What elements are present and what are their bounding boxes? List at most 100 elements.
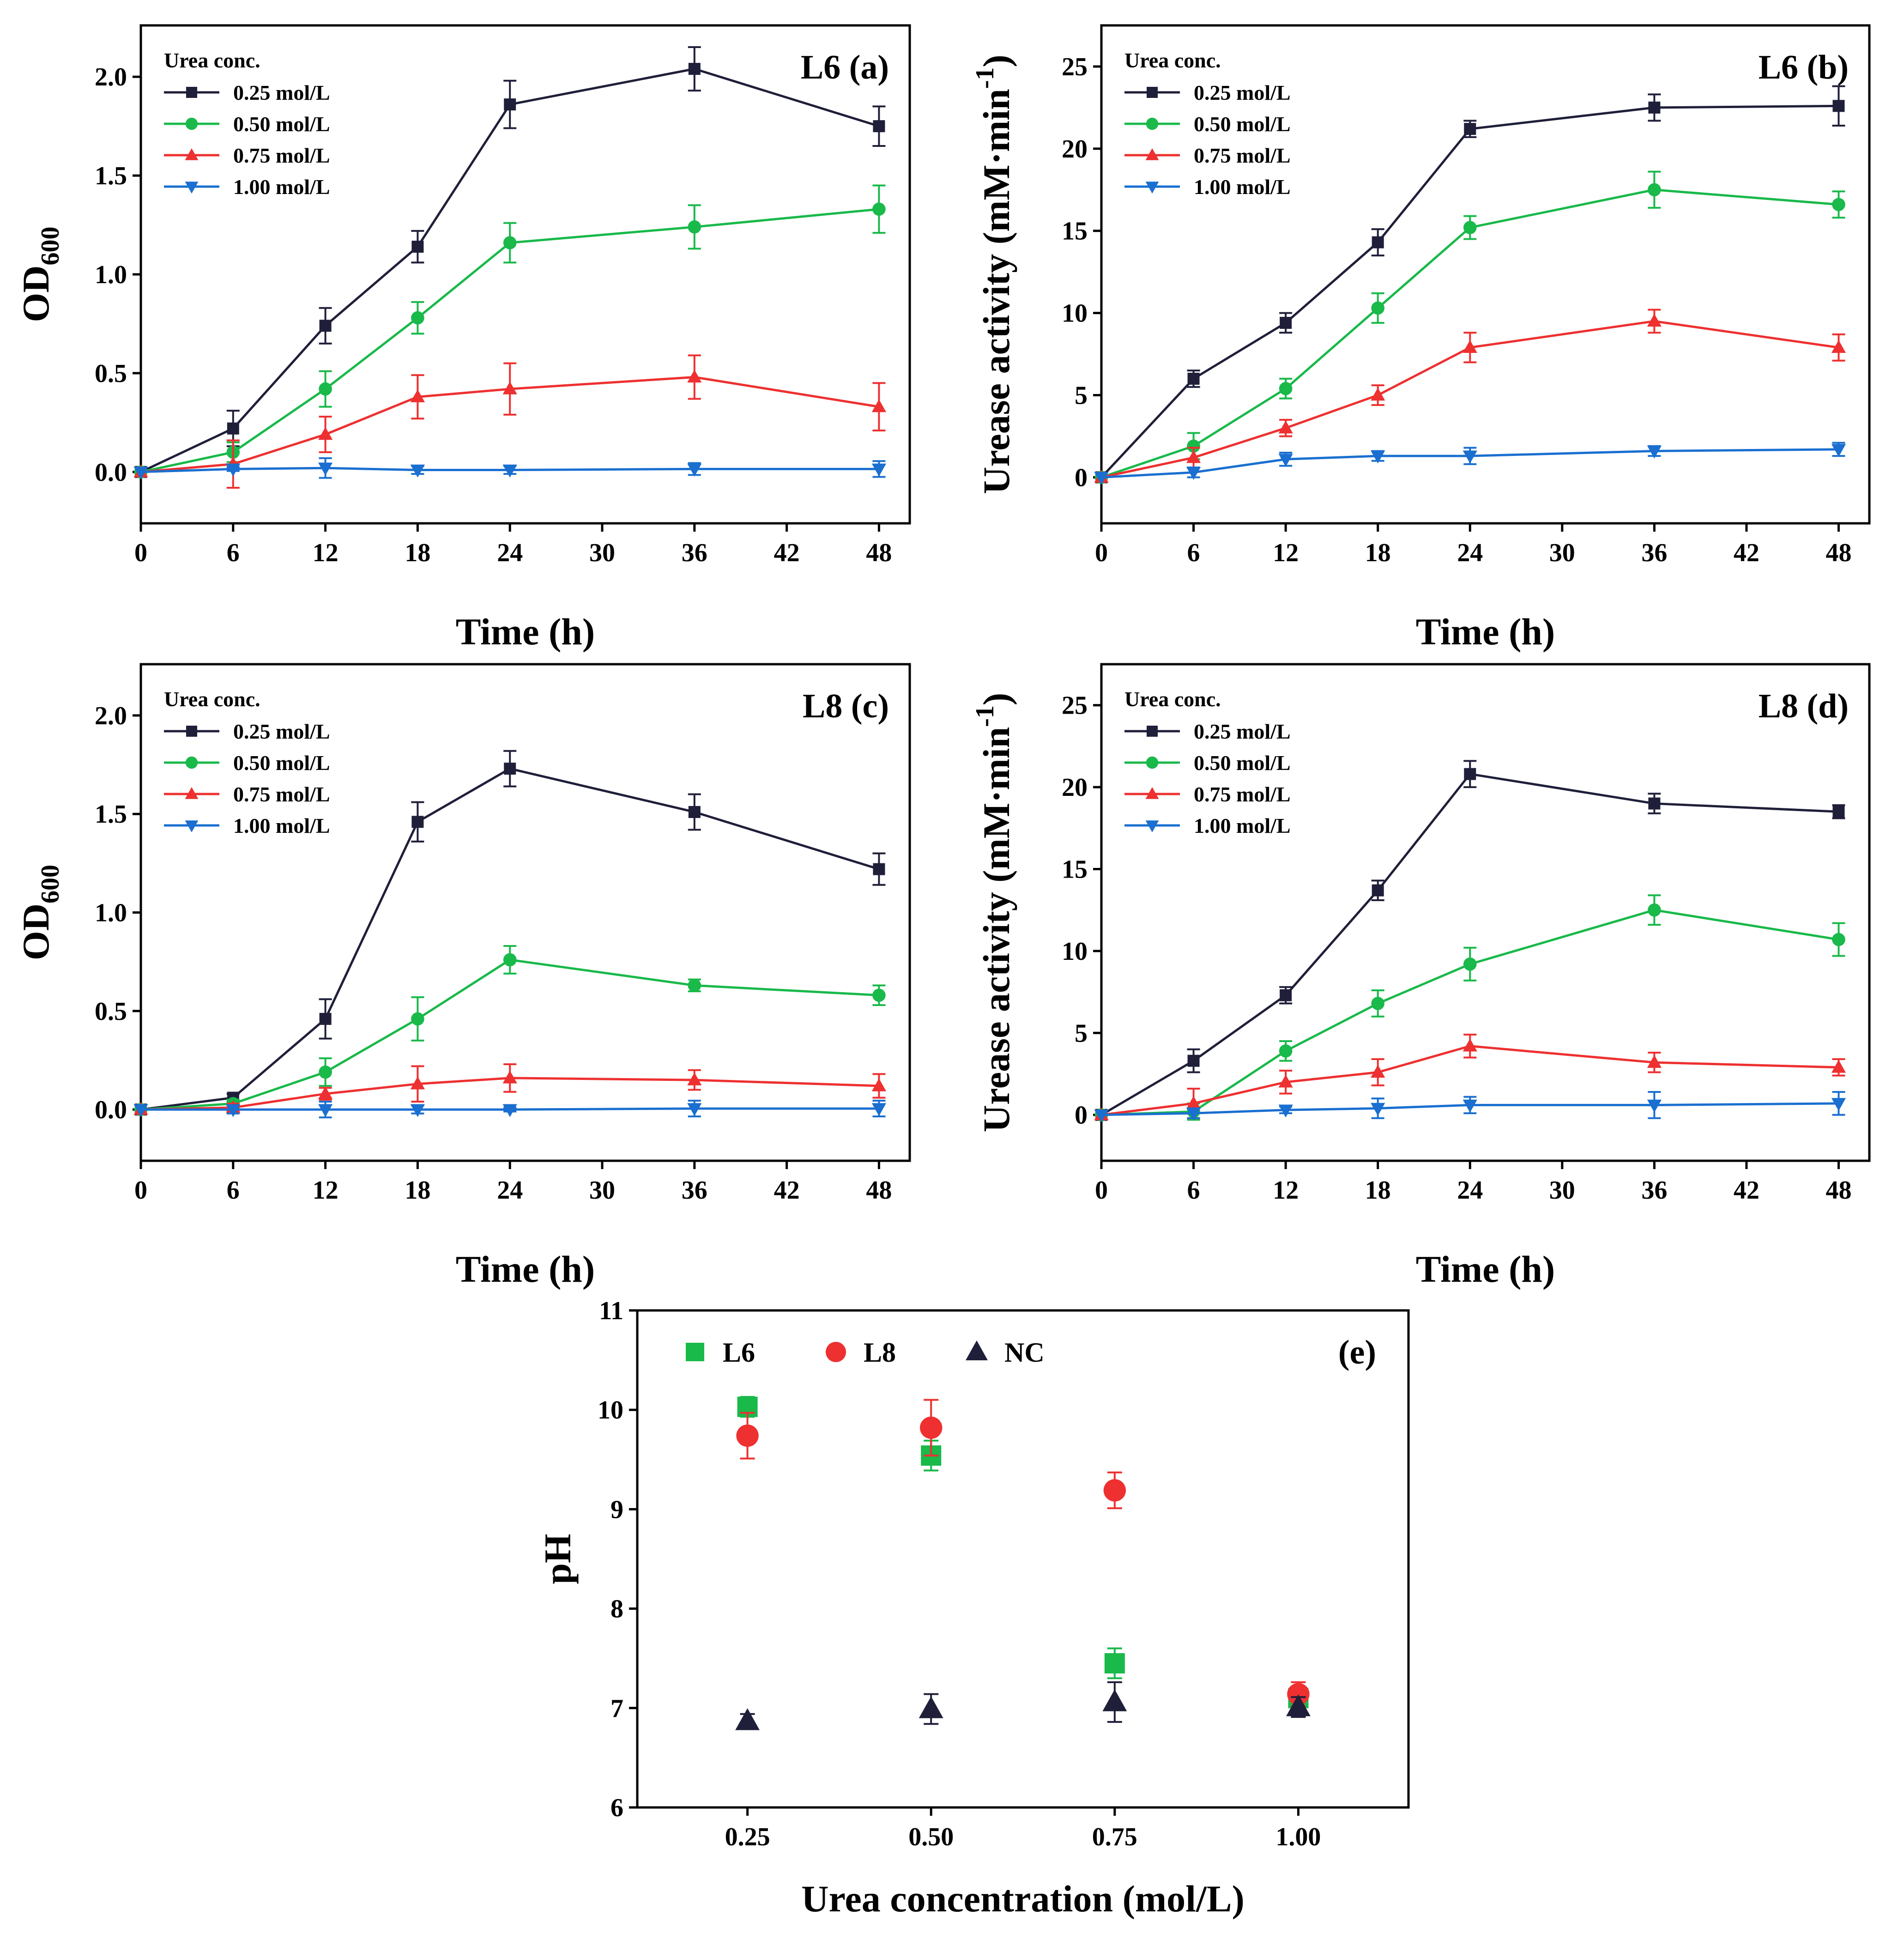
y-tick-label: 0 (1075, 1101, 1088, 1130)
data-point (1371, 1065, 1385, 1078)
legend-label: 1.00 mol/L (1194, 814, 1291, 837)
data-point (1371, 388, 1385, 401)
data-point (1463, 1099, 1477, 1113)
data-point (504, 763, 516, 775)
x-tick-label: 24 (1457, 1176, 1483, 1205)
data-point (1463, 450, 1477, 464)
y-tick-label: 15 (1062, 217, 1088, 246)
data-point (1371, 1103, 1385, 1116)
series-1-00-mol-L (1094, 442, 1846, 485)
legend-label: 1.00 mol/L (233, 814, 330, 837)
y-tick-label: 1.5 (95, 162, 127, 190)
x-tick-label: 24 (1457, 539, 1483, 567)
data-point (1278, 1104, 1293, 1118)
x-tick-label: 0 (134, 1176, 147, 1205)
data-point (318, 1104, 333, 1117)
x-tick-label: 6 (227, 1176, 240, 1205)
data-point (1463, 340, 1477, 353)
y-tick-label: 0 (1075, 463, 1088, 492)
data-point (1278, 454, 1293, 467)
x-tick-label: 30 (1549, 1176, 1575, 1205)
y-tick-label: 0.0 (95, 1096, 127, 1124)
data-point (1464, 768, 1476, 780)
data-point (919, 1416, 943, 1439)
x-tick-label: 42 (1734, 1176, 1759, 1205)
data-point (1371, 997, 1384, 1010)
data-point (687, 370, 702, 383)
legend-marker (186, 87, 197, 98)
x-tick-label: 1.00 (1275, 1823, 1321, 1851)
panel-b: 0 6 12 18 24 30 36 42 48 0 5 10 15 20 25 Time (h) Urease… (971, 24, 1871, 653)
data-point (502, 381, 517, 394)
x-tick-label: 18 (405, 1176, 430, 1205)
data-point (1648, 101, 1661, 114)
data-point (411, 1012, 424, 1026)
legend-label: L8 (864, 1337, 896, 1368)
series-NC (735, 1681, 1311, 1730)
legend-label: L6 (723, 1337, 755, 1368)
data-point (1187, 372, 1200, 385)
x-tick-label: 0 (134, 539, 147, 567)
y-tick-label: 0.5 (95, 359, 127, 388)
legend-marker (1146, 756, 1159, 769)
panel-d: 0 6 12 18 24 30 36 42 48 0 5 10 15 20 25 Time (h) Urease… (971, 663, 1871, 1290)
x-tick-label: 48 (866, 1176, 892, 1205)
data-point (1372, 236, 1384, 249)
series-0-25-mol-L (135, 46, 886, 478)
data-point (688, 63, 701, 75)
panel-label: L6 (b) (1759, 49, 1849, 86)
data-point (1371, 450, 1385, 464)
x-tick-label: 0.25 (725, 1823, 770, 1851)
data-point (133, 1104, 148, 1117)
data-point (226, 463, 241, 477)
y-axis-title: pH (537, 1534, 579, 1584)
legend-marker (1147, 87, 1158, 98)
legend-marker (1145, 820, 1159, 832)
x-tick-label: 12 (1273, 539, 1299, 567)
data-point (502, 1104, 517, 1117)
x-tick-label: 6 (227, 539, 240, 567)
data-point (871, 1103, 886, 1116)
data-point (411, 241, 424, 253)
data-point (688, 979, 701, 992)
data-point (1647, 1055, 1662, 1068)
data-point (735, 1708, 760, 1730)
legend-label: 0.25 mol/L (1194, 720, 1291, 743)
panel-c: 0 6 12 18 24 30 36 42 48 0.0 0.5 1.0 1.5 2.0 Time (h) O… (15, 663, 911, 1290)
data-point (1186, 467, 1201, 480)
legend-marker (185, 787, 199, 799)
series-1-00-mol-L (1094, 1091, 1846, 1122)
y-tick-label: 9 (610, 1495, 623, 1524)
data-point (1463, 1038, 1477, 1052)
legend-label: 0.25 mol/L (1194, 81, 1291, 104)
data-point (1647, 1099, 1662, 1113)
data-point (872, 988, 886, 1002)
legend-title: Urea conc. (164, 49, 260, 72)
data-point (410, 1104, 425, 1117)
data-point (871, 463, 886, 477)
x-tick-label: 42 (774, 539, 800, 567)
x-tick-label: 36 (682, 539, 707, 567)
x-tick-label: 18 (1365, 1176, 1391, 1205)
series-0-25-mol-L (1095, 85, 1845, 484)
data-point (226, 1104, 241, 1117)
legend-marker (185, 820, 199, 832)
x-axis-title: Time (h) (1416, 611, 1555, 653)
data-point (736, 1424, 759, 1447)
legend-label: 1.00 mol/L (233, 175, 330, 199)
y-tick-label: 1.0 (95, 261, 127, 289)
data-point (410, 389, 425, 402)
data-point (1280, 316, 1292, 329)
data-point (1647, 314, 1662, 327)
x-axis-title: Time (h) (456, 1248, 595, 1290)
x-axis-title: Urea concentration (mol/L) (801, 1878, 1245, 1920)
legend-label: 0.75 mol/L (233, 144, 330, 167)
y-tick-label: 1.0 (95, 899, 127, 928)
legend-marker (826, 1342, 846, 1362)
data-point (318, 427, 333, 440)
y-tick-label: 25 (1062, 691, 1088, 720)
x-tick-label: 0.75 (1092, 1823, 1137, 1851)
series-1-00-mol-L (133, 457, 886, 480)
data-point (1094, 472, 1109, 485)
data-point (1831, 1098, 1846, 1111)
